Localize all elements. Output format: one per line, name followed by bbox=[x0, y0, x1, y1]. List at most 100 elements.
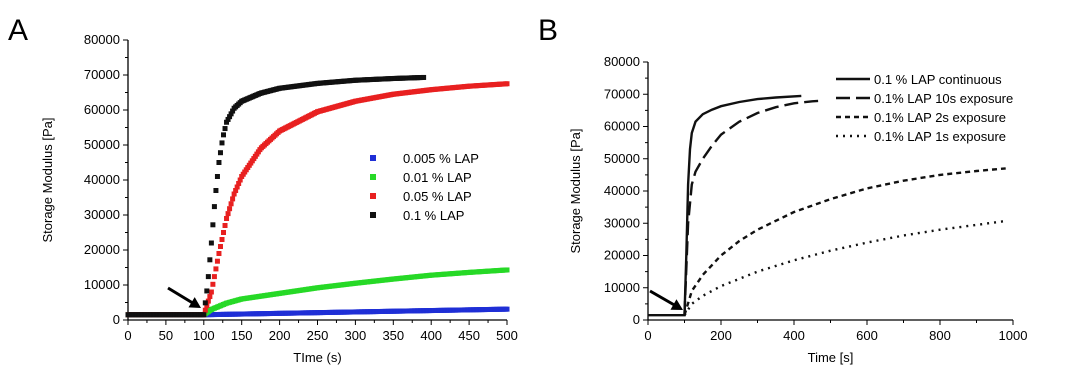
data-point bbox=[213, 266, 219, 272]
data-point bbox=[201, 312, 207, 318]
panel-letter: A bbox=[8, 14, 28, 47]
data-point bbox=[202, 307, 208, 313]
legend-label: 0.1% LAP 2s exposure bbox=[874, 110, 1006, 125]
data-point bbox=[221, 132, 227, 138]
y-tick-label: 10000 bbox=[604, 280, 640, 295]
x-axis-title: Time [s] bbox=[808, 350, 854, 365]
data-point bbox=[421, 74, 427, 80]
y-axis-title: Storage Modulus [Pa] bbox=[40, 117, 55, 242]
x-axis-title: TIme (s) bbox=[293, 350, 341, 365]
x-tick-label: 0 bbox=[124, 328, 131, 343]
data-point bbox=[213, 188, 219, 193]
y-tick-label: 80000 bbox=[604, 54, 640, 69]
legend-label: 0.05 % LAP bbox=[403, 189, 472, 204]
arrow-head bbox=[188, 297, 201, 308]
x-tick-label: 450 bbox=[458, 328, 480, 343]
y-tick-label: 80000 bbox=[84, 32, 120, 47]
data-point bbox=[222, 126, 228, 132]
legend-label: 0.01 % LAP bbox=[403, 170, 472, 185]
data-point bbox=[217, 244, 223, 249]
arrow-shaft bbox=[649, 289, 677, 308]
y-tick-label: 0 bbox=[633, 312, 640, 327]
y-tick-label: 70000 bbox=[604, 86, 640, 101]
data-point bbox=[211, 204, 217, 210]
data-point bbox=[202, 300, 208, 306]
data-point bbox=[236, 181, 242, 186]
legend-marker bbox=[370, 155, 376, 161]
legend-label: 0.1% LAP 1s exposure bbox=[874, 129, 1006, 144]
data-point bbox=[228, 201, 234, 207]
x-tick-label: 500 bbox=[496, 328, 518, 343]
y-tick-label: 20000 bbox=[604, 248, 640, 263]
y-tick-label: 60000 bbox=[604, 119, 640, 134]
data-point bbox=[230, 196, 236, 202]
data-point bbox=[214, 258, 220, 264]
data-point bbox=[217, 150, 223, 156]
y-tick-label: 60000 bbox=[84, 102, 120, 117]
y-tick-label: 50000 bbox=[604, 151, 640, 166]
data-point bbox=[230, 108, 236, 114]
series-0 bbox=[648, 94, 802, 317]
series-1 bbox=[683, 99, 824, 316]
arrow-annotation-b bbox=[649, 289, 683, 310]
x-tick-label: 350 bbox=[382, 328, 404, 343]
x-tick-label: 100 bbox=[193, 328, 215, 343]
y-tick-label: 40000 bbox=[604, 183, 640, 198]
x-tick-label: 400 bbox=[783, 328, 805, 343]
series-line bbox=[683, 167, 1006, 316]
panel-letter: B bbox=[538, 14, 558, 47]
panel-b: B 0 10000 20000 30000 40000 50000 60000 70000 800… bbox=[538, 14, 1027, 365]
data-point bbox=[221, 230, 227, 235]
data-point bbox=[224, 119, 230, 125]
x-tick-label: 50 bbox=[159, 328, 173, 343]
panel-a: A 0 10000 20000 30000 40000 50000 60000 70000 800… bbox=[8, 14, 518, 365]
legend: 0.005 % LAP 0.01 % LAP 0.05 % LAP 0.1 % LAP bbox=[370, 151, 479, 223]
data-point bbox=[225, 116, 231, 122]
data-point bbox=[216, 251, 222, 256]
data-point bbox=[231, 191, 237, 197]
x-tick-label: 300 bbox=[345, 328, 367, 343]
legend-label: 0.1% LAP 10s exposure bbox=[874, 91, 1013, 106]
data-point bbox=[225, 211, 231, 217]
data-point bbox=[205, 298, 211, 304]
y-tick-label: 10000 bbox=[84, 277, 120, 292]
data-point bbox=[504, 267, 510, 273]
series-line bbox=[683, 219, 1006, 316]
data-point bbox=[219, 237, 225, 242]
data-point bbox=[234, 184, 240, 190]
y-tick-label: 0 bbox=[113, 312, 120, 327]
data-point bbox=[219, 140, 225, 146]
y-tick-label: 70000 bbox=[84, 67, 120, 82]
data-point bbox=[205, 274, 211, 280]
data-point bbox=[210, 222, 216, 228]
data-point bbox=[227, 206, 233, 212]
series-line bbox=[648, 94, 802, 317]
y-tick-label: 50000 bbox=[84, 137, 120, 152]
data-point bbox=[504, 81, 510, 87]
data-point bbox=[237, 177, 243, 183]
legend-label: 0.1 % LAP bbox=[403, 208, 464, 223]
data-point bbox=[224, 216, 230, 221]
legend: 0.1 % LAP continuous 0.1% LAP 10s exposur… bbox=[836, 72, 1013, 144]
series-line bbox=[683, 99, 824, 316]
x-tick-label: 150 bbox=[231, 328, 253, 343]
arrow-head bbox=[670, 299, 683, 310]
x-tick-label: 800 bbox=[929, 328, 951, 343]
x-tick-label: 200 bbox=[269, 328, 291, 343]
arrow-shaft bbox=[167, 286, 195, 306]
x-tick-label: 600 bbox=[856, 328, 878, 343]
data-point bbox=[227, 114, 233, 120]
series-2 bbox=[683, 167, 1006, 316]
legend-marker bbox=[370, 174, 376, 180]
y-tick-label: 30000 bbox=[84, 207, 120, 222]
data-point bbox=[207, 294, 213, 300]
data-point bbox=[233, 188, 239, 193]
data-point bbox=[214, 174, 220, 179]
y-tick-label: 30000 bbox=[604, 215, 640, 230]
data-point bbox=[204, 288, 210, 294]
y-tick-label: 40000 bbox=[84, 172, 120, 187]
legend-label: 0.1 % LAP continuous bbox=[874, 72, 1002, 87]
y-tick-label: 20000 bbox=[84, 242, 120, 257]
data-point bbox=[210, 281, 216, 287]
